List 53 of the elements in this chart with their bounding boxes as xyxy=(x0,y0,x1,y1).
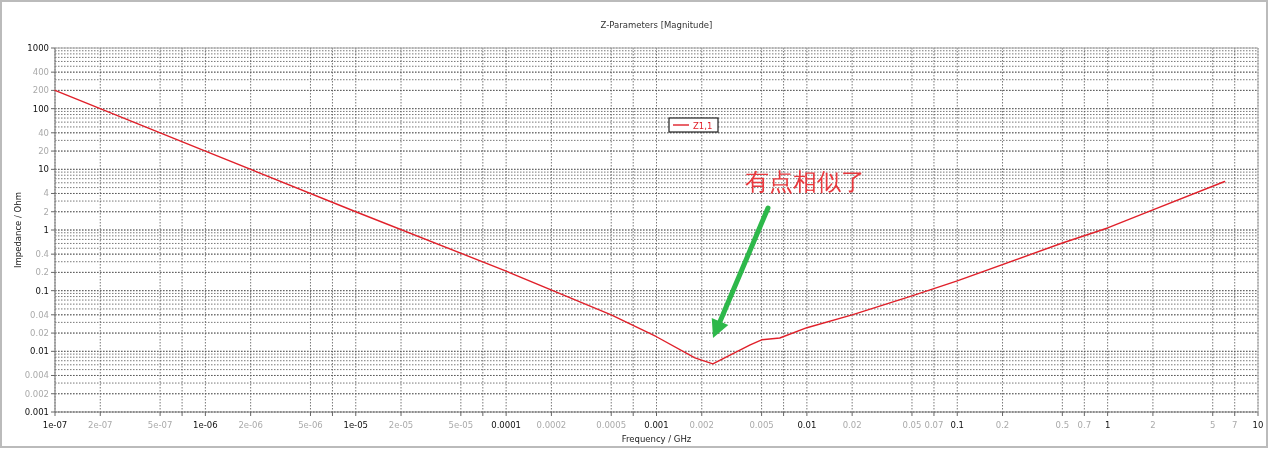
y-tick-label: 0.01 xyxy=(30,346,49,357)
x-tick-label: 1 xyxy=(1104,420,1111,430)
y-tick-label: 0.002 xyxy=(24,388,49,399)
x-tick-label: 0.01 xyxy=(797,420,817,430)
y-tick-label: 200 xyxy=(32,85,49,96)
x-tick-label: 0.05 xyxy=(902,420,922,430)
x-tick-label: 0.0005 xyxy=(596,420,627,430)
x-tick-label: 0.001 xyxy=(644,420,669,430)
x-tick-label: 0.005 xyxy=(749,420,774,430)
x-tick-label: 2 xyxy=(1150,420,1156,430)
y-tick-label: 10 xyxy=(38,164,49,175)
x-tick-label: 0.0002 xyxy=(536,420,567,430)
annotation: 有点相似了 xyxy=(745,168,865,196)
legend-label: Z1,1 xyxy=(693,120,713,131)
x-tick-label: 0.7 xyxy=(1077,420,1092,430)
y-tick-label: 400 xyxy=(32,67,49,78)
legend: Z1,1 xyxy=(668,117,719,133)
x-tick-label: 0.002 xyxy=(689,420,714,430)
y-tick-label: 4 xyxy=(43,188,49,199)
y-tick-label: 100 xyxy=(32,103,49,114)
x-tick-label: 5e-05 xyxy=(448,420,474,430)
x-tick-label: 2e-06 xyxy=(238,420,263,430)
x-tick-label: 1e-07 xyxy=(42,420,68,430)
x-tick-label: 0.1 xyxy=(950,420,965,430)
y-tick-label: 0.2 xyxy=(35,267,49,278)
y-tick-label: 40 xyxy=(38,127,49,138)
chart-title: Z-Parameters [Magnitude] xyxy=(600,20,713,30)
x-tick-label: 0.07 xyxy=(924,420,944,430)
x-tick-label: 1e-06 xyxy=(193,420,218,430)
x-tick-label: 2e-05 xyxy=(388,420,414,430)
y-tick-label: 0.02 xyxy=(30,328,49,339)
y-tick-label: 0.004 xyxy=(24,370,49,381)
x-tick-label: 5e-06 xyxy=(298,420,323,430)
x-tick-label: 5 xyxy=(1210,420,1216,430)
y-tick-label: 1000 xyxy=(27,43,49,53)
y-tick-label: 2 xyxy=(43,206,49,217)
x-axis-title: Frequency / GHz xyxy=(621,434,692,444)
x-tick-label: 5e-07 xyxy=(147,420,173,430)
y-tick-label: 0.001 xyxy=(24,407,49,417)
y-axis-title: Impedance / Ohm xyxy=(13,192,23,268)
x-tick-label: 1e-05 xyxy=(343,420,369,430)
y-tick-label: 20 xyxy=(38,146,49,157)
x-tick-label: 0.0001 xyxy=(491,420,521,430)
y-tick-label: 0.1 xyxy=(35,285,49,296)
x-tick-label: 0.02 xyxy=(842,420,862,430)
x-tick-label: 7 xyxy=(1232,420,1238,430)
y-tick-label: 1 xyxy=(43,225,49,235)
x-tick-label: 0.2 xyxy=(995,420,1010,430)
y-tick-label: 0.04 xyxy=(30,309,49,320)
y-tick-label: 0.4 xyxy=(35,249,49,260)
x-tick-label: 0.5 xyxy=(1055,420,1070,430)
x-tick-label: 2e-07 xyxy=(88,420,113,430)
x-tick-label: 10 xyxy=(1252,420,1264,430)
